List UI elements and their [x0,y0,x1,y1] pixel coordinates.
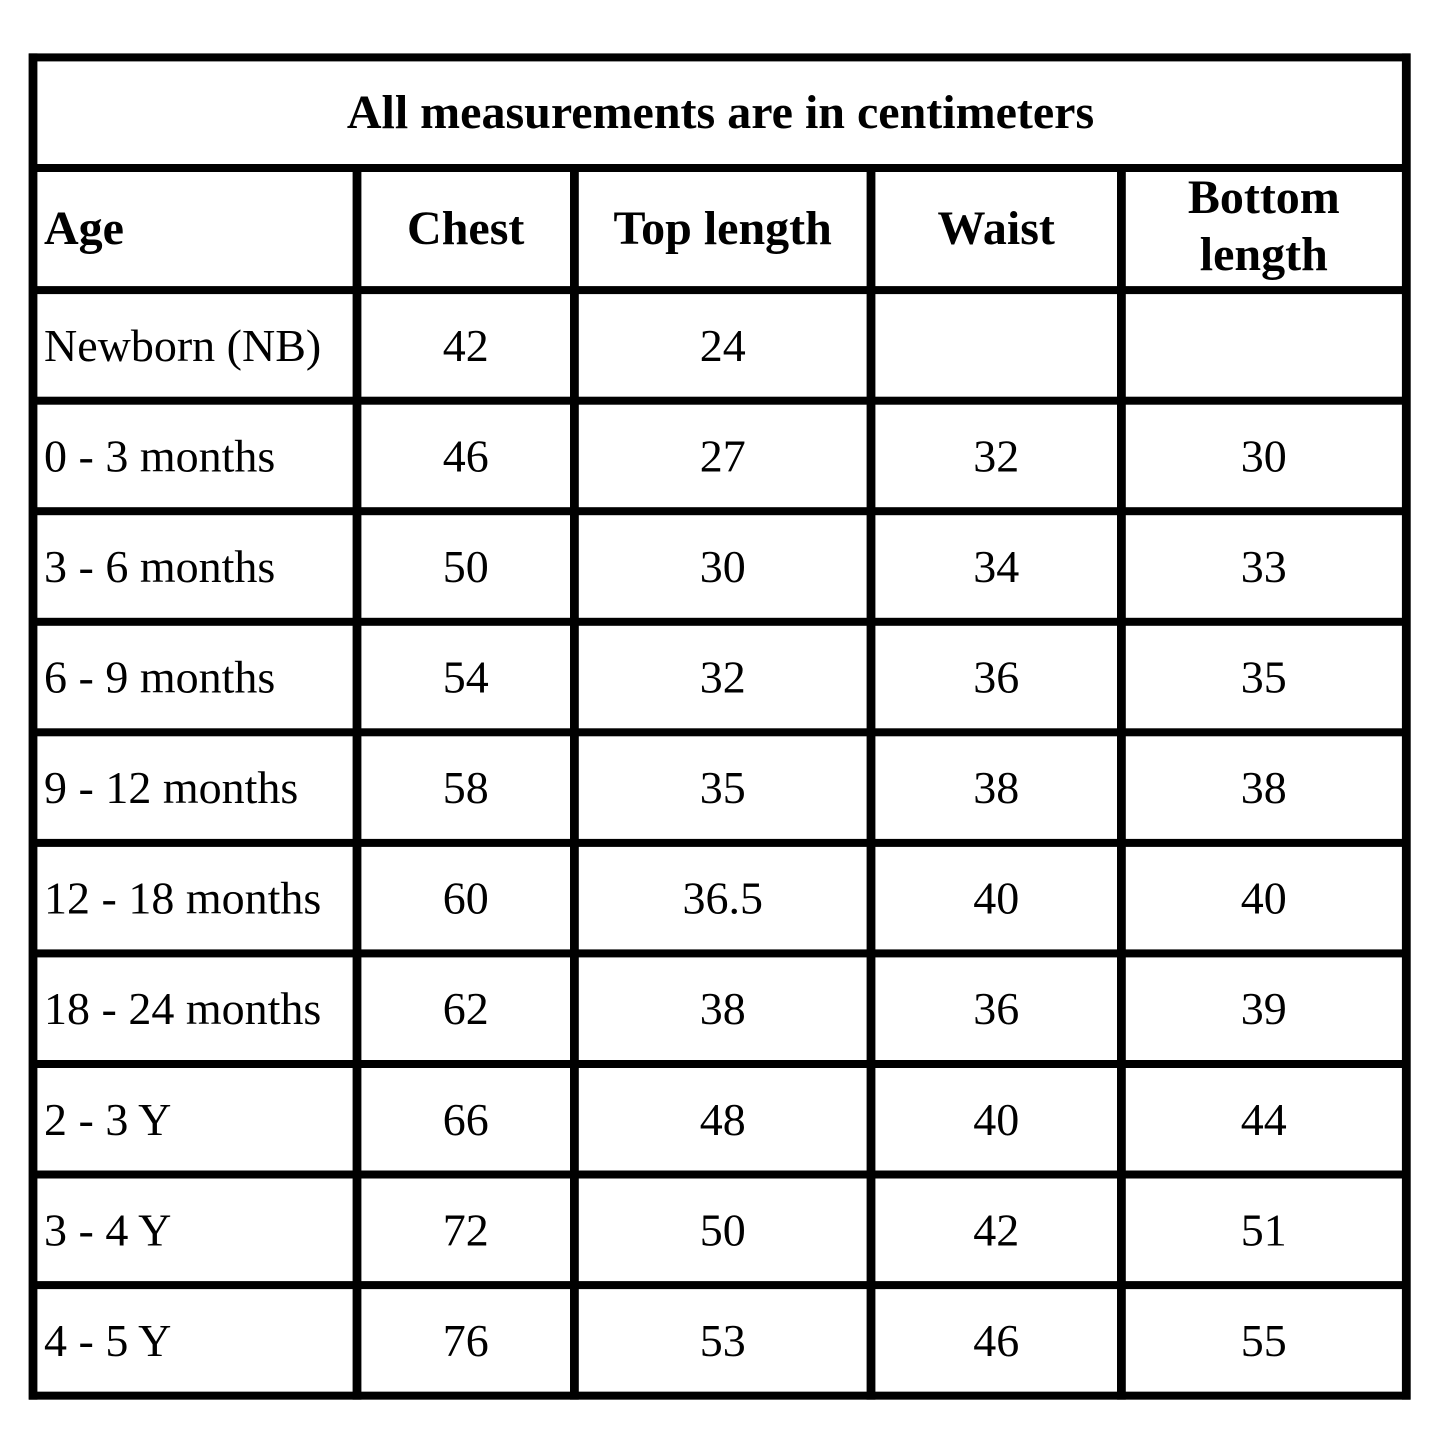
svg-text:length: length [1200,228,1328,281]
svg-text:58: 58 [443,762,489,813]
svg-text:3 - 6 months: 3 - 6 months [44,541,275,592]
svg-text:35: 35 [700,762,746,813]
svg-text:48: 48 [700,1094,746,1145]
svg-text:30: 30 [1241,430,1287,481]
svg-text:50: 50 [700,1204,746,1255]
svg-text:51: 51 [1241,1204,1287,1255]
svg-text:32: 32 [700,652,746,703]
svg-text:72: 72 [443,1204,489,1255]
svg-text:53: 53 [700,1315,746,1366]
svg-text:18 - 24 months: 18 - 24 months [44,983,321,1034]
svg-text:Age: Age [44,202,124,255]
svg-text:40: 40 [973,873,1019,924]
svg-text:50: 50 [443,541,489,592]
svg-text:0 - 3 months: 0 - 3 months [44,430,275,481]
svg-text:6 - 9 months: 6 - 9 months [44,652,275,703]
svg-text:38: 38 [973,762,1019,813]
svg-text:55: 55 [1241,1315,1287,1366]
svg-text:66: 66 [443,1094,489,1145]
svg-text:34: 34 [973,541,1019,592]
svg-text:54: 54 [443,652,489,703]
svg-text:30: 30 [700,541,746,592]
svg-text:36: 36 [973,652,1019,703]
svg-text:27: 27 [700,430,746,481]
svg-text:32: 32 [973,430,1019,481]
svg-text:46: 46 [443,430,489,481]
svg-text:36.5: 36.5 [682,873,763,924]
svg-text:76: 76 [443,1315,489,1366]
svg-text:3 - 4 Y: 3 - 4 Y [44,1204,171,1255]
svg-text:40: 40 [973,1094,1019,1145]
svg-text:9 - 12 months: 9 - 12 months [44,762,298,813]
svg-text:2 - 3 Y: 2 - 3 Y [44,1094,171,1145]
svg-text:Newborn (NB): Newborn (NB) [44,320,321,371]
svg-text:42: 42 [443,320,489,371]
svg-text:35: 35 [1241,652,1287,703]
svg-text:44: 44 [1241,1094,1287,1145]
svg-text:40: 40 [1241,873,1287,924]
svg-text:Top length: Top length [614,202,832,255]
svg-text:36: 36 [973,983,1019,1034]
svg-text:All measurements are in centim: All measurements are in centimeters [347,86,1094,139]
svg-text:42: 42 [973,1204,1019,1255]
svg-text:Bottom: Bottom [1188,171,1340,224]
svg-text:Chest: Chest [407,202,524,255]
svg-text:62: 62 [443,983,489,1034]
svg-text:38: 38 [700,983,746,1034]
svg-text:24: 24 [700,320,746,371]
svg-text:12 - 18 months: 12 - 18 months [44,873,321,924]
svg-text:Waist: Waist [938,202,1055,255]
svg-text:46: 46 [973,1315,1019,1366]
svg-text:38: 38 [1241,762,1287,813]
svg-text:60: 60 [443,873,489,924]
svg-text:39: 39 [1241,983,1287,1034]
svg-text:33: 33 [1241,541,1287,592]
svg-text:4 - 5 Y: 4 - 5 Y [44,1315,171,1366]
